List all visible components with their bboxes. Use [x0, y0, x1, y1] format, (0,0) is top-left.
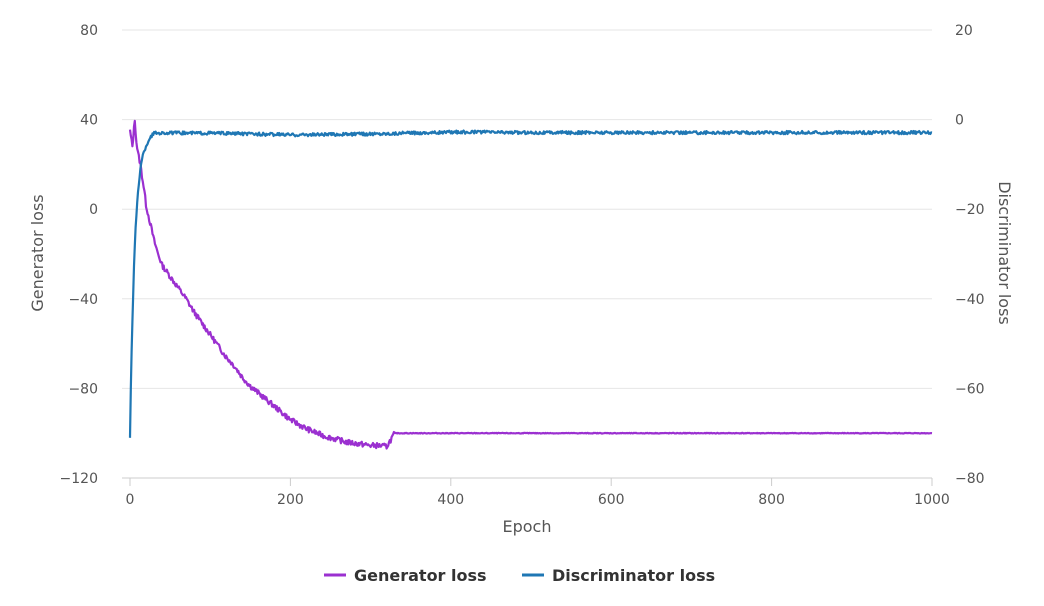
x-tick-label: 0: [126, 492, 135, 508]
series-line-generator[interactable]: [128, 119, 933, 450]
y-left-tick-label: 40: [80, 113, 98, 129]
y-left-tick-label: −80: [68, 381, 98, 397]
y-right-tick-label: −60: [955, 381, 985, 397]
y-left-tick-label: 80: [80, 23, 98, 39]
y-right-tick-label: −20: [955, 202, 985, 218]
x-tick-label: 400: [437, 492, 464, 508]
y-right-tick-label: 20: [955, 23, 973, 39]
y-right-tick-label: −40: [955, 292, 985, 308]
y-right-axis-title: Discriminator loss: [995, 181, 1014, 325]
series-layer: [128, 119, 933, 450]
y-right-tick-label: 0: [955, 113, 964, 129]
x-tick-label: 1000: [914, 492, 950, 508]
x-tick-label: 800: [758, 492, 785, 508]
x-tick-label: 600: [598, 492, 625, 508]
x-axis-title: Epoch: [503, 517, 552, 536]
series-line-discriminator[interactable]: [128, 129, 933, 438]
legend-item-discriminator[interactable]: Discriminator loss: [522, 566, 715, 585]
legend-label-discriminator: Discriminator loss: [552, 566, 715, 585]
legend-item-generator[interactable]: Generator loss: [324, 566, 487, 585]
y-left-tick-labels: −120 −80 −40 0 40 80: [60, 23, 98, 487]
gridlines: [122, 29, 932, 389]
legend-label-generator: Generator loss: [354, 566, 487, 585]
y-left-axis-title: Generator loss: [28, 194, 47, 311]
y-right-tick-label: −80: [955, 471, 985, 487]
legend: Generator loss Discriminator loss: [324, 566, 715, 585]
y-left-tick-label: −40: [68, 292, 98, 308]
y-left-tick-label: −120: [60, 471, 98, 487]
y-right-tick-labels: −80 −60 −40 −20 0 20: [955, 23, 985, 487]
x-tick-label: 200: [277, 492, 304, 508]
y-left-tick-label: 0: [89, 202, 98, 218]
x-tick-labels: 0 200 400 600 800 1000: [126, 478, 950, 508]
